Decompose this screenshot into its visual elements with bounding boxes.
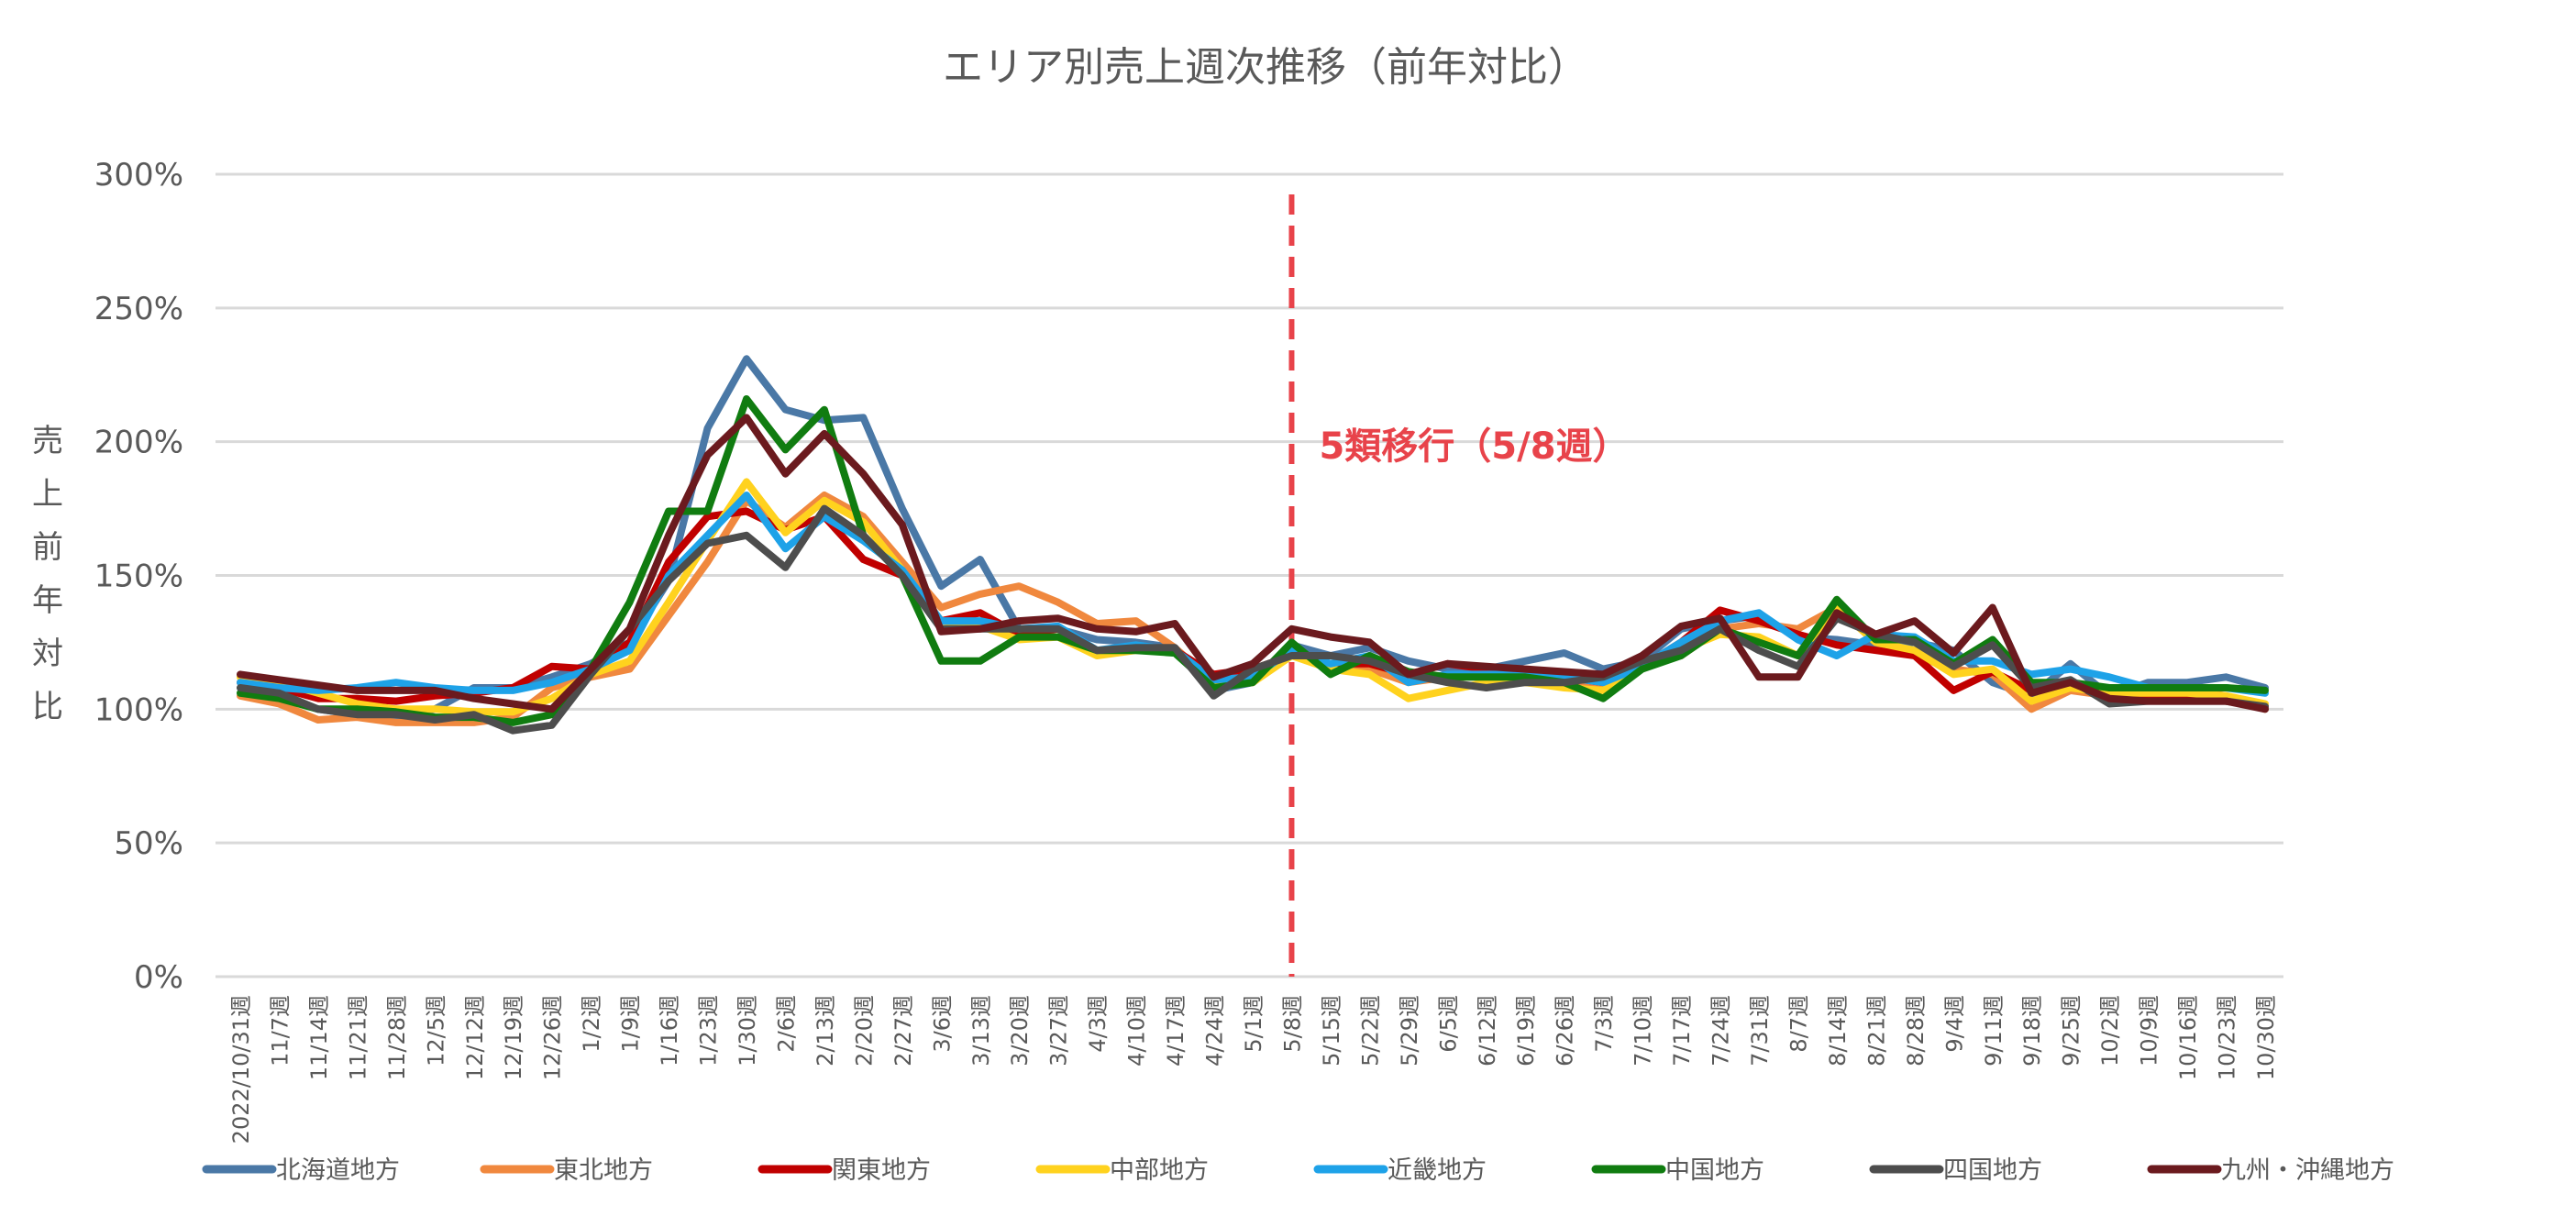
x-tick-label: 6/5週 bbox=[1435, 995, 1461, 1053]
x-tick-label: 9/25週 bbox=[2059, 995, 2084, 1067]
x-tick-label: 7/17週 bbox=[1669, 995, 1695, 1067]
y-axis-label-char: 対 bbox=[32, 636, 63, 672]
series-line-8 bbox=[237, 414, 2269, 713]
y-tick-label: 100% bbox=[94, 691, 183, 728]
legend-label: 九州・沖縄地方 bbox=[2221, 1156, 2394, 1185]
y-axis-label-char: 上 bbox=[32, 476, 63, 513]
x-tick-label: 5/22週 bbox=[1357, 995, 1383, 1067]
legend-label: 中国地方 bbox=[1665, 1156, 1764, 1185]
x-tick-label: 5/8週 bbox=[1279, 995, 1305, 1053]
x-axis-ticks: 2022/10/31週 11/7週 11/14週 11/21週 11/28週 12/5週 1… bbox=[228, 995, 2279, 1144]
x-tick-label: 11/28週 bbox=[384, 995, 410, 1080]
x-tick-label: 9/11週 bbox=[1981, 995, 2007, 1067]
x-tick-label: 4/17週 bbox=[1163, 995, 1188, 1067]
x-tick-label: 11/14週 bbox=[306, 995, 332, 1080]
x-tick-label: 5/15週 bbox=[1319, 995, 1344, 1067]
y-axis-ticks: 0% 50% 100% 150% 200% 250% 300% bbox=[94, 157, 183, 996]
x-tick-label: 6/19週 bbox=[1513, 995, 1539, 1067]
y-axis-label-char: 売 bbox=[32, 423, 63, 459]
x-tick-label: 1/2週 bbox=[579, 995, 604, 1053]
legend-label: 中部地方 bbox=[1110, 1156, 1209, 1185]
y-tick-label: 300% bbox=[94, 157, 183, 193]
legend-label: 四国地方 bbox=[1943, 1156, 2042, 1185]
x-tick-label: 6/26週 bbox=[1553, 995, 1578, 1067]
x-tick-label: 10/2週 bbox=[2097, 995, 2123, 1067]
legend-label: 関東地方 bbox=[832, 1156, 931, 1185]
y-axis-label-char: 比 bbox=[32, 689, 63, 725]
y-tick-label: 250% bbox=[94, 291, 183, 327]
x-tick-label: 5/1週 bbox=[1241, 995, 1266, 1053]
x-tick-label: 3/27週 bbox=[1046, 995, 1072, 1067]
annotation: 5類移行（5/8週） bbox=[1288, 194, 1630, 977]
x-tick-label: 10/16週 bbox=[2175, 995, 2201, 1080]
x-tick-label: 8/21週 bbox=[1863, 995, 1889, 1067]
x-tick-label: 12/26週 bbox=[540, 995, 566, 1080]
legend-label: 近畿地方 bbox=[1388, 1156, 1487, 1185]
x-tick-label: 7/24週 bbox=[1708, 995, 1734, 1067]
x-tick-label: 1/9週 bbox=[618, 995, 644, 1053]
x-tick-label: 10/23週 bbox=[2215, 995, 2240, 1080]
x-tick-label: 5/29週 bbox=[1397, 995, 1422, 1067]
x-tick-label: 6/12週 bbox=[1475, 995, 1500, 1067]
series-line-7 bbox=[237, 504, 2269, 735]
chart-title: エリア別売上週次推移（前年対比） bbox=[943, 44, 1588, 91]
x-tick-label: 3/13週 bbox=[968, 995, 994, 1067]
legend: 北海道地方 東北地方 関東地方 中部地方 近畿地方 中国地方 四国地方 九州・沖縄地方 bbox=[202, 1156, 2394, 1185]
x-tick-label: 1/23週 bbox=[696, 995, 722, 1067]
x-tick-label: 2/20週 bbox=[851, 995, 877, 1067]
y-tick-label: 150% bbox=[94, 558, 183, 595]
x-tick-label: 3/20週 bbox=[1007, 995, 1033, 1067]
x-tick-label: 8/28週 bbox=[1903, 995, 1929, 1067]
y-tick-label: 0% bbox=[134, 959, 183, 996]
x-tick-label: 2/13週 bbox=[813, 995, 838, 1067]
x-tick-label: 9/4週 bbox=[1941, 995, 1967, 1053]
series-lines bbox=[237, 355, 2269, 735]
x-tick-label: 12/12週 bbox=[462, 995, 488, 1080]
x-tick-label: 10/9週 bbox=[2137, 995, 2162, 1067]
legend-label: 東北地方 bbox=[554, 1156, 653, 1185]
x-tick-label: 9/18週 bbox=[2019, 995, 2045, 1067]
x-tick-label: 4/3週 bbox=[1085, 995, 1111, 1053]
x-tick-label: 3/6週 bbox=[929, 995, 955, 1053]
x-tick-label: 2022/10/31週 bbox=[228, 995, 254, 1144]
y-axis-label-char: 前 bbox=[32, 529, 63, 566]
x-tick-label: 10/30週 bbox=[2253, 995, 2279, 1080]
gridlines bbox=[216, 172, 2283, 978]
x-tick-label: 8/7週 bbox=[1786, 995, 1811, 1053]
x-tick-label: 8/14週 bbox=[1825, 995, 1851, 1067]
x-tick-label: 2/27週 bbox=[890, 995, 916, 1067]
y-tick-label: 50% bbox=[114, 825, 183, 862]
x-tick-label: 7/10週 bbox=[1631, 995, 1656, 1067]
x-tick-label: 2/6週 bbox=[773, 995, 799, 1053]
x-tick-label: 4/24週 bbox=[1202, 995, 1228, 1067]
x-tick-label: 11/7週 bbox=[267, 995, 293, 1067]
y-axis-label-char: 年 bbox=[32, 582, 63, 619]
x-tick-label: 7/3週 bbox=[1591, 995, 1617, 1053]
legend-label: 北海道地方 bbox=[276, 1156, 400, 1185]
x-tick-label: 1/16週 bbox=[657, 995, 682, 1067]
x-tick-label: 4/10週 bbox=[1124, 995, 1150, 1067]
x-tick-label: 12/5週 bbox=[423, 995, 448, 1067]
y-tick-label: 200% bbox=[94, 425, 183, 461]
x-tick-label: 1/30週 bbox=[735, 995, 760, 1067]
x-tick-label: 11/21週 bbox=[345, 995, 370, 1080]
x-tick-label: 7/31週 bbox=[1747, 995, 1773, 1067]
annotation-label: 5類移行（5/8週） bbox=[1319, 426, 1629, 468]
x-tick-label: 12/19週 bbox=[501, 995, 526, 1080]
